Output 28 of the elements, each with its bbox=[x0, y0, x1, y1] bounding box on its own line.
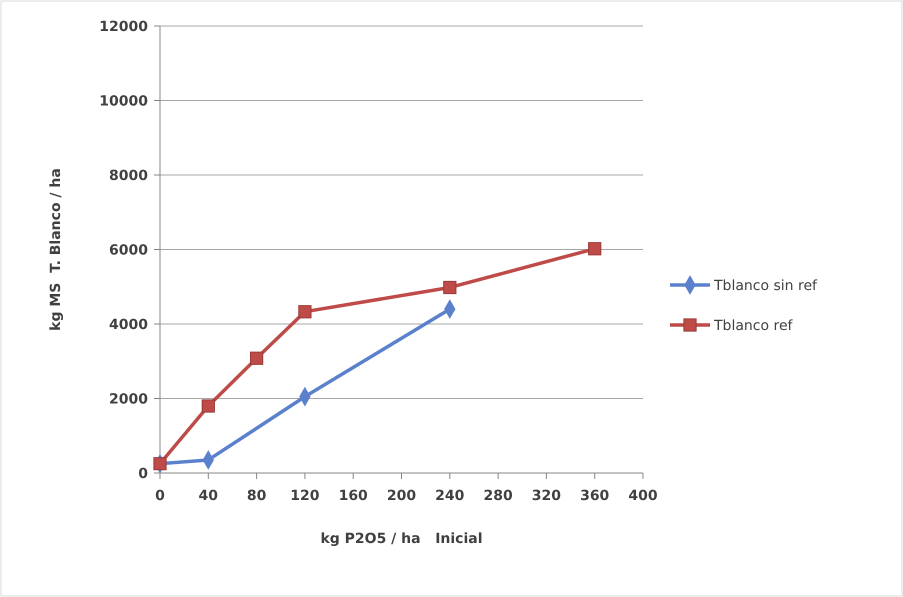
legend-label: Tblanco sin ref bbox=[713, 278, 818, 294]
y-tick-label: 12000 bbox=[99, 19, 148, 35]
x-tick-label: 0 bbox=[155, 488, 166, 504]
legend-label: Tblanco ref bbox=[713, 318, 794, 334]
point bbox=[153, 457, 167, 470]
y-tick-label: 10000 bbox=[99, 94, 148, 110]
point bbox=[250, 352, 264, 365]
x-tick-label: 280 bbox=[483, 488, 513, 504]
x-tick-label: 400 bbox=[628, 488, 658, 504]
point bbox=[298, 305, 312, 318]
y-tick-label: 8000 bbox=[109, 168, 148, 184]
x-tick-label: 240 bbox=[435, 488, 465, 504]
y-axis-title: kg MS T. Blanco / ha bbox=[48, 168, 64, 331]
x-tick-label: 320 bbox=[532, 488, 562, 504]
x-tick-label: 360 bbox=[580, 488, 610, 504]
y-tick-label: 4000 bbox=[109, 317, 148, 333]
point bbox=[588, 242, 602, 256]
x-tick-label: 80 bbox=[246, 488, 267, 504]
x-tick-label: 40 bbox=[198, 488, 218, 504]
x-tick-label: 120 bbox=[290, 488, 320, 504]
y-tick-label: 0 bbox=[138, 466, 148, 482]
y-tick-label: 6000 bbox=[109, 242, 148, 258]
x-axis-title: kg P2O5 / ha Inicial bbox=[320, 531, 483, 547]
y-tick-label: 2000 bbox=[109, 392, 148, 408]
x-tick-label: 200 bbox=[386, 488, 416, 504]
x-tick-label: 160 bbox=[338, 488, 368, 504]
point bbox=[202, 399, 215, 413]
point bbox=[443, 280, 456, 294]
